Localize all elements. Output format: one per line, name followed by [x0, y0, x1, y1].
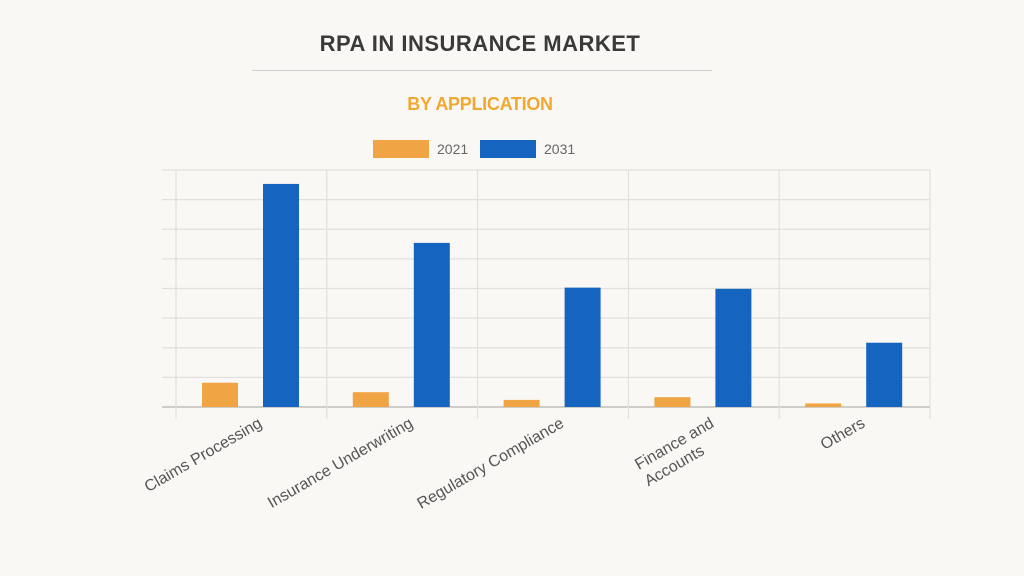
bars [202, 183, 903, 407]
bar-2031-claims-processing[interactable] [263, 183, 299, 407]
legend-swatch-2031 [480, 140, 536, 158]
bar-2031-insurance-underwriting[interactable] [413, 242, 450, 407]
legend-label-2021: 2021 [437, 141, 469, 157]
bar-2021-others[interactable] [805, 403, 842, 407]
bar-2021-regulatory-compliance[interactable] [503, 399, 540, 407]
bar-2021-finance-and-accounts[interactable] [654, 397, 691, 407]
bar-2021-insurance-underwriting[interactable] [352, 392, 389, 407]
bar-2031-finance-and-accounts[interactable] [715, 288, 752, 407]
legend-item-2021[interactable]: 2021 [373, 138, 468, 160]
chart-title: RPA IN INSURANCE MARKET [319, 31, 641, 56]
legend-swatch-2021 [373, 140, 429, 158]
bar-2031-regulatory-compliance[interactable] [564, 287, 601, 407]
bar-2031-others[interactable] [866, 342, 903, 407]
legend: 2021 2031 [0, 138, 1024, 160]
legend-item-2031[interactable]: 2031 [480, 138, 575, 160]
legend-label-2031: 2031 [544, 141, 576, 157]
chart-subtitle: BY APPLICATION [407, 94, 553, 114]
title-divider [252, 70, 712, 71]
bar-2021-claims-processing[interactable] [202, 382, 238, 407]
